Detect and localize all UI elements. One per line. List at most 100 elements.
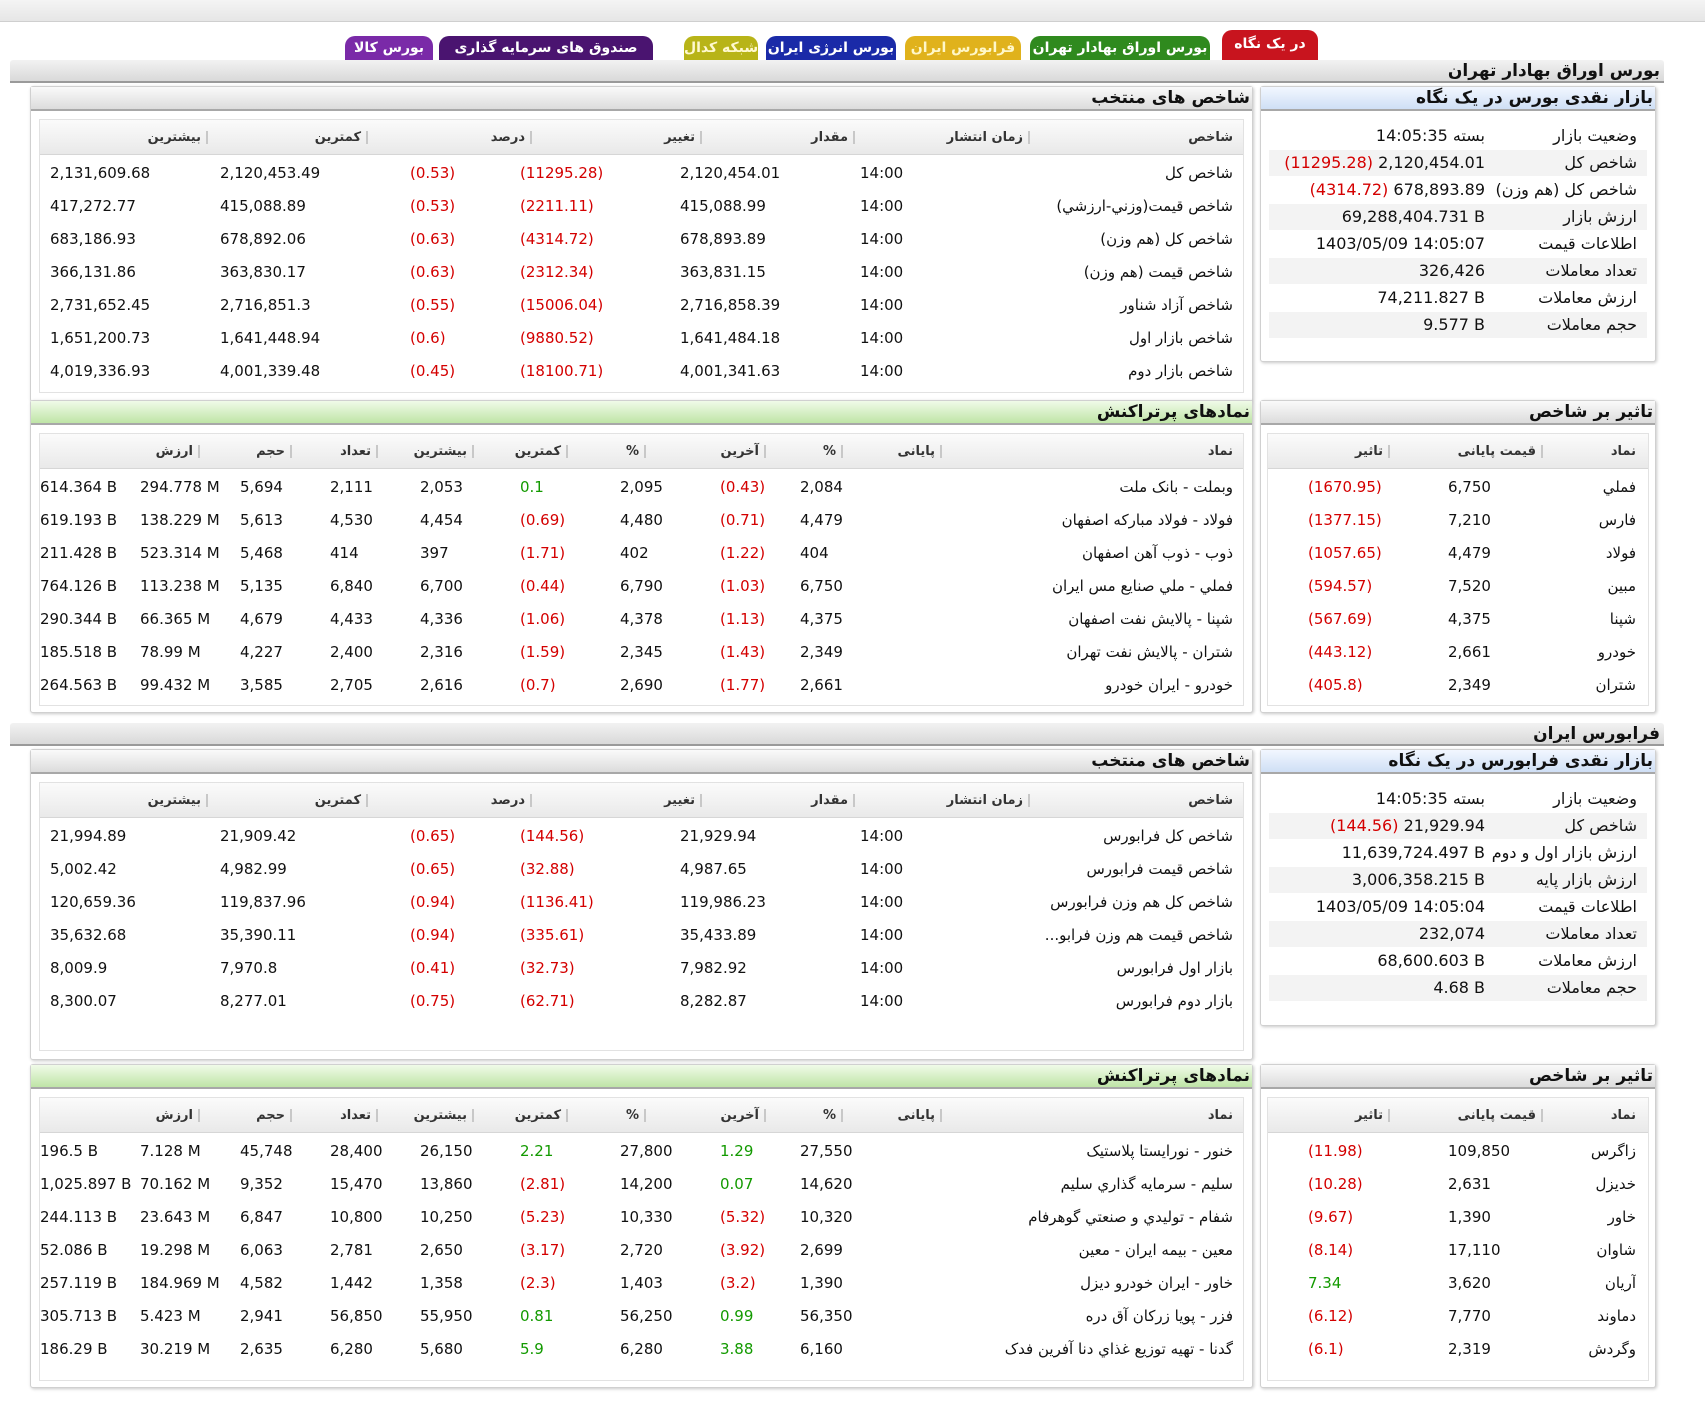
table-row[interactable]: شاخص قیمت (هم وزن) 14:00 363,831.15 (2312.3…: [40, 256, 1243, 289]
row-label[interactable]: گدنا - تهيه توزيع غذاي دنا آفرين فدک: [1004, 1340, 1233, 1358]
column-header[interactable]: درصد: [491, 120, 533, 155]
row-label[interactable]: فولاد: [1605, 544, 1636, 562]
row-label[interactable]: شاخص قیمت(وزني-ارزشي): [1056, 197, 1233, 215]
row-label[interactable]: خاور: [1607, 1208, 1636, 1226]
column-header[interactable]: بیشترین: [414, 434, 475, 469]
row-label[interactable]: شتران: [1595, 676, 1636, 694]
row-label[interactable]: شتران - پالايش نفت تهران: [1066, 643, 1233, 661]
table-row[interactable]: خنور - نورايستا پلاستيک 27,550 1.29 27,800 2…: [40, 1135, 1243, 1168]
tab-1[interactable]: بورس اوراق بهادار تهران: [1030, 36, 1210, 61]
table-row[interactable]: فزر - پويا زركان آق دره 56,350 0.99 56,250 0…: [40, 1300, 1243, 1333]
row-label[interactable]: وبملت - بانک ملت: [1119, 478, 1233, 496]
column-header[interactable]: %: [626, 1098, 647, 1133]
row-label[interactable]: زاگرس: [1590, 1142, 1636, 1160]
row-label[interactable]: فملي - ملي صنايع مس ايران: [1051, 577, 1233, 595]
column-header[interactable]: ارزش: [156, 434, 201, 469]
column-header[interactable]: کمترین: [515, 434, 569, 469]
table-row[interactable]: شاخص کل فرابورس 14:00 21,929.94 (144.56) (0.…: [40, 820, 1243, 853]
row-label[interactable]: شاخص بازار دوم: [1128, 362, 1233, 380]
row-label[interactable]: شاخص کل هم وزن فرابورس: [1050, 893, 1233, 911]
row-label[interactable]: خودرو: [1597, 643, 1636, 661]
column-header[interactable]: مقدار: [811, 120, 855, 155]
column-header[interactable]: %: [823, 1098, 844, 1133]
table-row[interactable]: ذوب - ذوب آهن اصفهان 404 (1.22) 402 (1.71) 39…: [40, 537, 1243, 570]
table-row[interactable]: شاخص بازار اول 14:00 1,641,484.18 (9880.52)…: [40, 322, 1243, 355]
tab-6[interactable]: بورس کالا: [345, 36, 433, 61]
column-header[interactable]: نماد: [1207, 1108, 1233, 1123]
row-label[interactable]: خنور - نورايستا پلاستيک: [1086, 1142, 1233, 1160]
row-label[interactable]: شاخص قیمت فرابورس: [1086, 860, 1233, 878]
table-row[interactable]: خودرو - ايران خودرو 2,661 (1.77) 2,690 (0.7)…: [40, 669, 1243, 702]
column-header[interactable]: %: [823, 434, 844, 469]
table-row[interactable]: بازار اول فرابورس 14:00 7,982.92 (32.73) (0.…: [40, 952, 1243, 985]
row-label[interactable]: معين - بيمه ايران - معين: [1078, 1241, 1233, 1259]
column-header[interactable]: شاخص: [1188, 130, 1233, 145]
table-row[interactable]: شاخص بازار دوم 14:00 4,001,341.63 (18100.71…: [40, 355, 1243, 388]
row-label[interactable]: فولاد - فولاد مبارکه اصفهان: [1061, 511, 1233, 529]
row-label[interactable]: خديزل: [1595, 1175, 1637, 1193]
row-label[interactable]: آريان: [1604, 1274, 1636, 1292]
column-header[interactable]: قیمت پایانی: [1458, 1098, 1544, 1133]
table-row[interactable]: فارس 7,210 (1377.15): [1268, 504, 1648, 537]
column-header[interactable]: تعداد: [340, 1098, 378, 1133]
table-row[interactable]: فملي 6,750 (1670.95): [1268, 471, 1648, 504]
column-header[interactable]: ارزش: [156, 1098, 201, 1133]
column-header[interactable]: نماد: [1610, 1108, 1636, 1123]
row-label[interactable]: خودرو - ايران خودرو: [1105, 676, 1233, 694]
table-row[interactable]: وگردش 2,319 (6.1): [1268, 1333, 1648, 1366]
column-header[interactable]: حجم: [256, 1098, 292, 1133]
table-row[interactable]: معين - بيمه ايران - معين 2,699 (3.92) 2,720…: [40, 1234, 1243, 1267]
column-header[interactable]: نماد: [1207, 444, 1233, 459]
table-row[interactable]: گدنا - تهيه توزيع غذاي دنا آفرين فدک 6,16…: [40, 1333, 1243, 1366]
table-row[interactable]: شاخص آزاد شناور 14:00 2,716,858.39 (15006.0…: [40, 289, 1243, 322]
table-row[interactable]: خودرو 2,661 (443.12): [1268, 636, 1648, 669]
column-header[interactable]: پایانی: [897, 1098, 942, 1133]
column-header[interactable]: آخرین: [721, 1098, 766, 1133]
row-label[interactable]: فملي: [1602, 478, 1636, 496]
tab-3[interactable]: بورس انرژی ایران: [766, 36, 896, 61]
table-row[interactable]: خديزل 2,631 (10.28): [1268, 1168, 1648, 1201]
table-row[interactable]: بازار دوم فرابورس 14:00 8,282.87 (62.71) (0.…: [40, 985, 1243, 1018]
table-row[interactable]: مبين 7,520 (594.57): [1268, 570, 1648, 603]
table-row[interactable]: فولاد 4,479 (1057.65): [1268, 537, 1648, 570]
column-header[interactable]: پایانی: [897, 434, 942, 469]
column-header[interactable]: درصد: [491, 783, 533, 818]
row-label[interactable]: شاخص کل (هم وزن): [1100, 230, 1233, 248]
column-header[interactable]: تاثیر: [1355, 1098, 1391, 1133]
column-header[interactable]: بیشترین: [148, 120, 209, 155]
row-label[interactable]: ذوب - ذوب آهن اصفهان: [1081, 544, 1233, 562]
table-row[interactable]: شاخص کل 14:00 2,120,454.01 (11295.28) (0.53)…: [40, 157, 1243, 190]
column-header[interactable]: مقدار: [811, 783, 855, 818]
column-header[interactable]: تعداد: [340, 434, 378, 469]
row-label[interactable]: شپنا - پالايش نفت اصفهان: [1068, 610, 1233, 628]
table-row[interactable]: آريان 3,620 7.34: [1268, 1267, 1648, 1300]
row-label[interactable]: بازار اول فرابورس: [1116, 959, 1233, 977]
table-row[interactable]: سليم - سرمايه گذاري سليم 14,620 0.07 14,200…: [40, 1168, 1243, 1201]
column-header[interactable]: کمترین: [315, 783, 369, 818]
row-label[interactable]: شپنا: [1609, 610, 1636, 628]
row-label[interactable]: وگردش: [1588, 1340, 1636, 1358]
column-header[interactable]: تاثیر: [1355, 434, 1391, 469]
row-label[interactable]: شاخص کل فرابورس: [1103, 827, 1233, 845]
row-label[interactable]: شاوان: [1596, 1241, 1636, 1259]
tab-0[interactable]: در یک نگاه: [1222, 30, 1318, 61]
table-row[interactable]: شاخص قیمت(وزني-ارزشي) 14:00 415,088.99 (221…: [40, 190, 1243, 223]
row-label[interactable]: فزر - پويا زركان آق دره: [1085, 1307, 1233, 1325]
table-row[interactable]: شفام - توليدي و صنعتي گوهرفام 10,320 (5.32…: [40, 1201, 1243, 1234]
column-header[interactable]: قیمت پایانی: [1458, 434, 1544, 469]
table-row[interactable]: شاخص قیمت هم وزن فرابو... 14:00 35,433.89 (…: [40, 919, 1243, 952]
tab-4[interactable]: شبکه کدال: [684, 36, 758, 61]
tab-2[interactable]: فرابورس ایران: [905, 36, 1021, 61]
row-label[interactable]: شاخص قیمت هم وزن فرابو...: [1044, 926, 1233, 944]
table-row[interactable]: فولاد - فولاد مبارکه اصفهان 4,479 (0.71) 4,…: [40, 504, 1243, 537]
table-row[interactable]: دماوند 7,770 (6.12): [1268, 1300, 1648, 1333]
table-row[interactable]: شپنا - پالايش نفت اصفهان 4,375 (1.13) 4,378…: [40, 603, 1243, 636]
row-label[interactable]: شاخص آزاد شناور: [1120, 296, 1233, 314]
table-row[interactable]: شاوان 17,110 (8.14): [1268, 1234, 1648, 1267]
row-label[interactable]: شاخص قیمت (هم وزن): [1083, 263, 1233, 281]
column-header[interactable]: تغییر: [664, 120, 702, 155]
column-header[interactable]: زمان انتشار: [947, 783, 1031, 818]
row-label[interactable]: سليم - سرمايه گذاري سليم: [1060, 1175, 1233, 1193]
table-row[interactable]: خاور 1,390 (9.67): [1268, 1201, 1648, 1234]
column-header[interactable]: بیشترین: [414, 1098, 475, 1133]
